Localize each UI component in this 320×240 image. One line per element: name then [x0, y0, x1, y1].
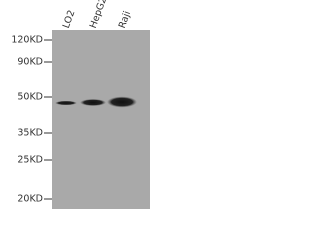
- band: [107, 96, 137, 108]
- marker-label: 25KD: [17, 155, 43, 166]
- blot-figure: LO2 HepG2 Raji 120KD 90KD 50KD 35KD 25KD…: [11, 0, 150, 209]
- band: [55, 100, 77, 106]
- marker-label: 120KD: [11, 35, 43, 46]
- marker-label: 90KD: [17, 57, 43, 68]
- marker-ladder: 120KD 90KD 50KD 35KD 25KD 20KD: [11, 35, 52, 205]
- lane-label: Raji: [117, 10, 133, 30]
- band: [80, 99, 106, 106]
- marker-label: 20KD: [17, 194, 43, 205]
- membrane: [52, 30, 150, 209]
- lane-label: HepG2: [88, 0, 109, 30]
- marker-label: 35KD: [17, 128, 43, 139]
- marker-label: 50KD: [17, 92, 43, 103]
- lane-label: LO2: [61, 9, 78, 30]
